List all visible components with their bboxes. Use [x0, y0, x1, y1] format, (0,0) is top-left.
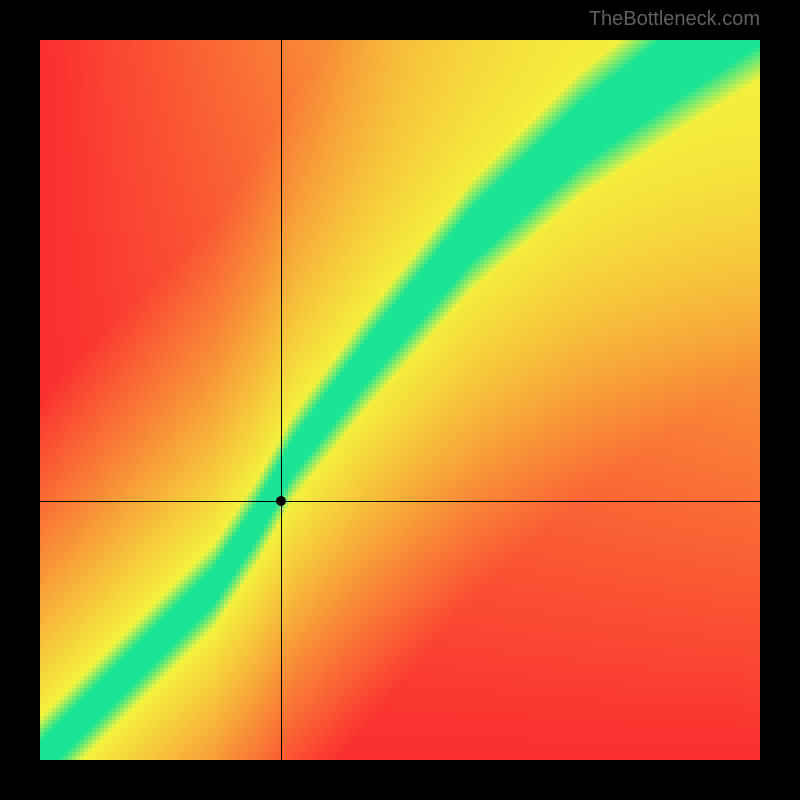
heatmap-plot	[40, 40, 760, 760]
crosshair-vertical	[281, 40, 282, 760]
heatmap-canvas	[40, 40, 760, 760]
watermark-text: TheBottleneck.com	[589, 8, 760, 31]
marker-point	[276, 496, 286, 506]
crosshair-horizontal	[40, 501, 760, 502]
